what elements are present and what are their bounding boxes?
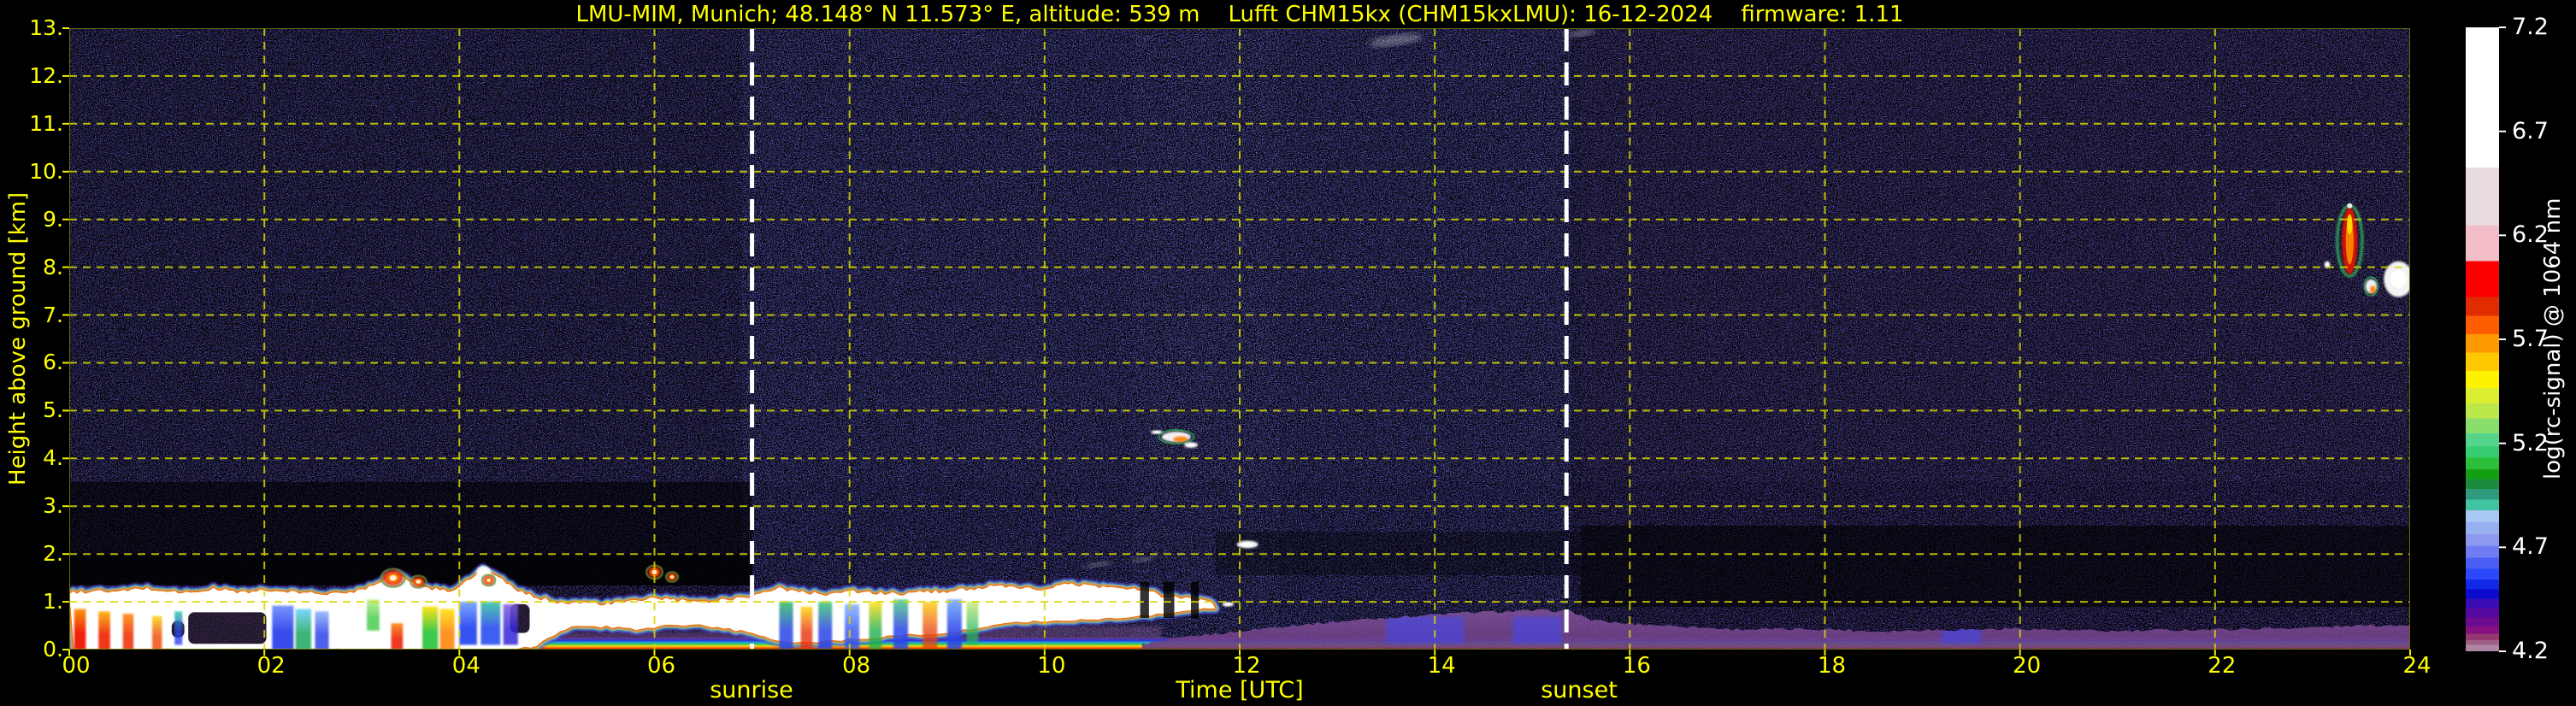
backscatter-streak (315, 611, 329, 650)
cloud-faint (1566, 29, 1596, 38)
x-tick-label: 12 (1232, 653, 1261, 679)
x-tick-label: 02 (256, 653, 286, 679)
x-tick-label: 06 (646, 653, 676, 679)
colorbar-tick-label: 6.7 (2512, 117, 2549, 144)
colorbar-tick-label: 5.7 (2512, 326, 2549, 352)
backscatter-streak (893, 599, 909, 650)
x-tick-label: 24 (2402, 653, 2432, 679)
y-tick-label: 1. (43, 589, 63, 615)
cloud-white (1236, 540, 1259, 549)
backscatter-streak (480, 602, 501, 645)
backscatter-streak (74, 609, 86, 650)
x-tick-label: 18 (1817, 653, 1847, 679)
sunrise-sunset-lines (750, 28, 1569, 650)
cloud-faint (1083, 561, 1113, 568)
x-tick-label: 14 (1427, 653, 1456, 679)
colorbar-tick-label: 7.2 (2512, 14, 2549, 40)
layer-breakup-gap (1140, 582, 1149, 618)
x-tick-label: 08 (842, 653, 871, 679)
cloud-warm (664, 571, 680, 583)
colorbar-tick-label: 6.2 (2512, 221, 2549, 249)
backscatter-streak (845, 603, 860, 650)
backscatter-streak (779, 602, 793, 650)
backscatter-streak (439, 609, 455, 650)
layer-breakup-gap (1164, 582, 1175, 618)
cloud-warm (480, 574, 497, 587)
backscatter-streak (422, 606, 439, 650)
backscatter-streak (98, 611, 110, 650)
x-tick-label: 22 (2208, 653, 2237, 679)
haze-blue-patch (1386, 616, 1465, 644)
cloud-mixed (2363, 276, 2379, 297)
colorbar-tick-label: 4.7 (2512, 533, 2549, 561)
colorbar-tick-label: 5.2 (2512, 429, 2549, 456)
backscatter-streak (946, 599, 962, 650)
y-tick-label: 2. (43, 541, 63, 567)
cloud-virga (2335, 203, 2364, 278)
y-tick-label: 13. (29, 15, 63, 40)
y-tick-label: 7. (43, 302, 63, 327)
backscatter-streak (152, 615, 162, 650)
backscatter-streak (367, 599, 380, 631)
backscatter-streak (122, 614, 134, 650)
colorbar-tick-label: 4.2 (2512, 638, 2549, 664)
x-tick-label: 16 (1622, 653, 1651, 679)
backscatter-streak (923, 602, 938, 650)
cloud-white (1151, 430, 1163, 434)
sunset-annotation: sunset (1541, 677, 1618, 703)
cloud-faint (1369, 33, 1423, 47)
x-tick-label: 10 (1037, 653, 1066, 679)
cloud-faint (1129, 556, 1155, 563)
y-tick-label: 5. (43, 397, 63, 423)
backscatter-streak (966, 602, 979, 645)
backscatter-streak (800, 606, 813, 650)
cloud-mixed (1158, 429, 1195, 445)
y-tick-label: 10. (29, 158, 63, 184)
cloud-warm (380, 568, 406, 588)
backscatter-streak (174, 611, 183, 645)
cloud-warm (645, 564, 663, 580)
backscatter-streak (869, 602, 882, 650)
page-title: LMU-MIM, Munich; 48.148° N 11.573° E, al… (575, 2, 1904, 27)
x-tick-label: 00 (62, 653, 91, 679)
y-tick-label: 4. (43, 445, 63, 471)
y-tick-marks (62, 27, 69, 650)
backscatter-streak (391, 623, 404, 650)
x-axis-label: Time [UTC] (1176, 677, 1304, 703)
haze-blue-patch (1512, 616, 1562, 644)
y-tick-label: 3. (43, 493, 63, 519)
y-tick-label: 8. (43, 254, 63, 279)
backscatter-streak (503, 603, 518, 645)
sunrise-annotation: sunrise (710, 677, 793, 703)
y-tick-label: 0. (43, 637, 63, 662)
backscatter-streak (295, 609, 311, 650)
x-tick-marks (68, 650, 2411, 656)
x-tick-label: 04 (451, 653, 480, 679)
cloud-white (1222, 602, 1235, 607)
x-tick-label: 20 (2013, 653, 2042, 679)
y-tick-label: 12. (29, 62, 63, 88)
y-tick-label: 11. (29, 110, 63, 136)
dark-patch-texture (188, 612, 267, 644)
colorbar-tick-marks (2499, 26, 2506, 652)
backscatter-streak (459, 602, 477, 645)
y-tick-label: 6. (43, 350, 63, 375)
cloud-white (2384, 261, 2410, 297)
layer-breakup-gap (1191, 582, 1200, 618)
cloud-warm (409, 574, 427, 589)
clouds (380, 29, 2410, 607)
colorbar-gradient (2466, 27, 2499, 651)
gridlines (69, 28, 2410, 650)
backscatter-streak (272, 605, 294, 650)
y-tick-label: 9. (43, 206, 63, 232)
cloud-white (1184, 442, 1198, 448)
backscatter-streak (818, 602, 833, 650)
